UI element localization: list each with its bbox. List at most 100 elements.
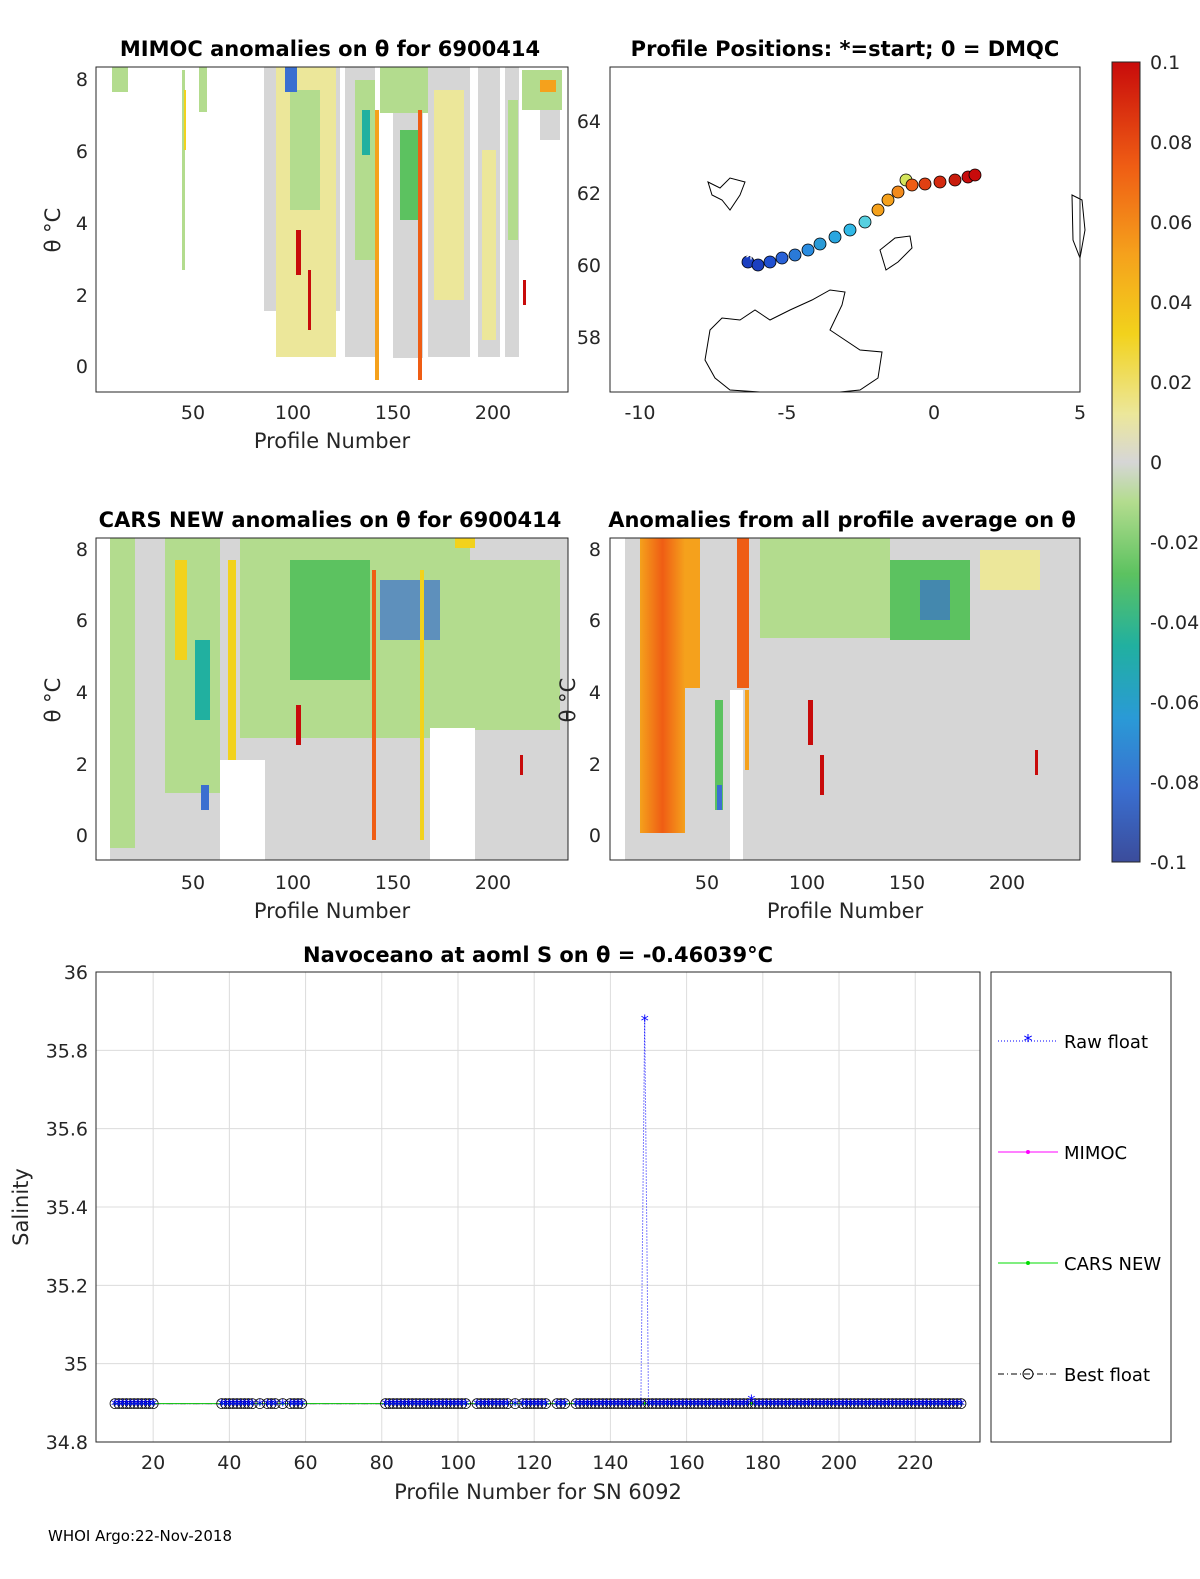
positions-title: Profile Positions: *=start; 0 = DMQC [631, 37, 1060, 61]
best-float-point [551, 1398, 563, 1410]
best-float-point [246, 1398, 258, 1410]
raw-float-point: * [404, 1396, 412, 1415]
best-float-point [254, 1398, 266, 1410]
raw-float-point: * [755, 1396, 763, 1415]
raw-float-point: * [789, 1396, 797, 1415]
raw-float-point: * [854, 1396, 862, 1415]
allavg-xtick-50: 50 [695, 872, 719, 894]
best-float-point [787, 1398, 799, 1410]
raw-float-point: * [618, 1396, 626, 1415]
best-float-point [726, 1398, 738, 1410]
raw-float-point: * [732, 1396, 740, 1415]
best-float-point [906, 1398, 917, 1410]
best-float-point [570, 1398, 582, 1410]
cars-axes-box [95, 537, 569, 861]
raw-float-point: * [591, 1396, 599, 1415]
raw-float-point: * [473, 1396, 481, 1415]
best-float-point [582, 1398, 593, 1410]
allavg-title: Anomalies from all profile average on θ [608, 508, 1076, 532]
best-float-point [818, 1398, 830, 1410]
raw-float-point: * [633, 1396, 641, 1415]
raw-float-point: * [683, 1396, 691, 1415]
salinity-series: *********** ********* * *** * **** ***********… [109, 1011, 967, 1415]
raw-float-point: * [919, 1396, 927, 1415]
raw-float-point: * [763, 1396, 771, 1415]
legend-mimoc: MIMOC [998, 1143, 1127, 1164]
best-float-point [700, 1398, 712, 1410]
raw-float-point: * [816, 1396, 824, 1415]
best-float-point [951, 1398, 963, 1410]
raw-float-point: * [843, 1396, 851, 1415]
best-float-point [955, 1398, 967, 1410]
positions-ytick-58: 58 [577, 327, 601, 349]
raw-float-point: * [233, 1396, 241, 1415]
legend-mimoc-dot [1026, 1150, 1030, 1154]
salinity-xtick-20: 20 [141, 1452, 165, 1474]
best-float-point [883, 1398, 894, 1410]
best-float-point [265, 1398, 277, 1410]
cars-ytick-6: 6 [76, 610, 88, 632]
best-float-point [433, 1398, 445, 1410]
raw-float-point: * [450, 1396, 458, 1415]
cb-tick-m0.04: -0.04 [1150, 612, 1199, 634]
raw-float-point: * [519, 1396, 527, 1415]
best-float-point [616, 1398, 628, 1410]
raw-float-point: * [923, 1396, 931, 1415]
best-float-point [601, 1398, 612, 1410]
legend-best-marker [1022, 1368, 1034, 1380]
best-float-point [235, 1398, 247, 1410]
salinity-xtick-60: 60 [293, 1452, 317, 1474]
legend-best: Best float [998, 1365, 1150, 1386]
mimoc-xtick-50: 50 [181, 402, 205, 424]
best-float-point [665, 1398, 677, 1410]
raw-float-point: * [660, 1396, 668, 1415]
raw-float-point: * [690, 1396, 698, 1415]
salinity-legend: * Raw float MIMOC CARS NEW Best float [990, 971, 1172, 1443]
best-float-point [220, 1398, 231, 1410]
best-float-point [932, 1398, 944, 1410]
cb-tick-0.02: 0.02 [1150, 372, 1192, 394]
best-float-point [277, 1398, 289, 1410]
coastline-map [704, 177, 1086, 393]
raw-float-point: * [534, 1396, 542, 1415]
best-float-point [597, 1398, 609, 1410]
raw-float-point: * [145, 1396, 153, 1415]
raw-float-point: * [831, 1396, 839, 1415]
raw-float-point: * [576, 1396, 584, 1415]
raw-float-point: * [645, 1396, 653, 1415]
raw-float-point: * [694, 1396, 702, 1415]
best-float-point [925, 1398, 936, 1410]
positions-xtick-m10: -10 [624, 402, 655, 424]
cb-tick-m0.02: -0.02 [1150, 532, 1199, 554]
raw-float-point: * [877, 1396, 885, 1415]
raw-float-point: * [641, 1011, 649, 1030]
best-float-point [589, 1398, 601, 1410]
best-float-point [391, 1398, 403, 1410]
best-float-point [403, 1398, 414, 1410]
raw-float-point: * [530, 1396, 538, 1415]
salinity-xtick-100: 100 [440, 1452, 476, 1474]
raw-float-point: * [625, 1396, 633, 1415]
positions-xtick-5: 5 [1074, 402, 1086, 424]
raw-float-point: * [934, 1396, 942, 1415]
mimoc-ytick-0: 0 [76, 356, 88, 378]
raw-float-point: * [492, 1396, 500, 1415]
best-float-point [532, 1398, 544, 1410]
raw-float-point: * [263, 1396, 271, 1415]
raw-float-point: * [439, 1396, 447, 1415]
raw-float-point: * [740, 1396, 748, 1415]
salinity-ytick-35.4: 35.4 [46, 1197, 88, 1219]
best-float-point [399, 1398, 411, 1410]
best-float-point [864, 1398, 875, 1410]
salinity-xlabel: Profile Number for SN 6092 [394, 1480, 682, 1504]
raw-float-point: * [603, 1396, 611, 1415]
best-float-point [806, 1398, 818, 1410]
raw-float-point: * [481, 1396, 489, 1415]
best-float-point [833, 1398, 845, 1410]
raw-float-point: * [130, 1396, 138, 1415]
raw-float-point: * [713, 1396, 721, 1415]
raw-float-point: * [149, 1396, 157, 1415]
best-float-point [696, 1398, 708, 1410]
best-float-point [742, 1398, 753, 1410]
best-float-point [604, 1398, 616, 1410]
